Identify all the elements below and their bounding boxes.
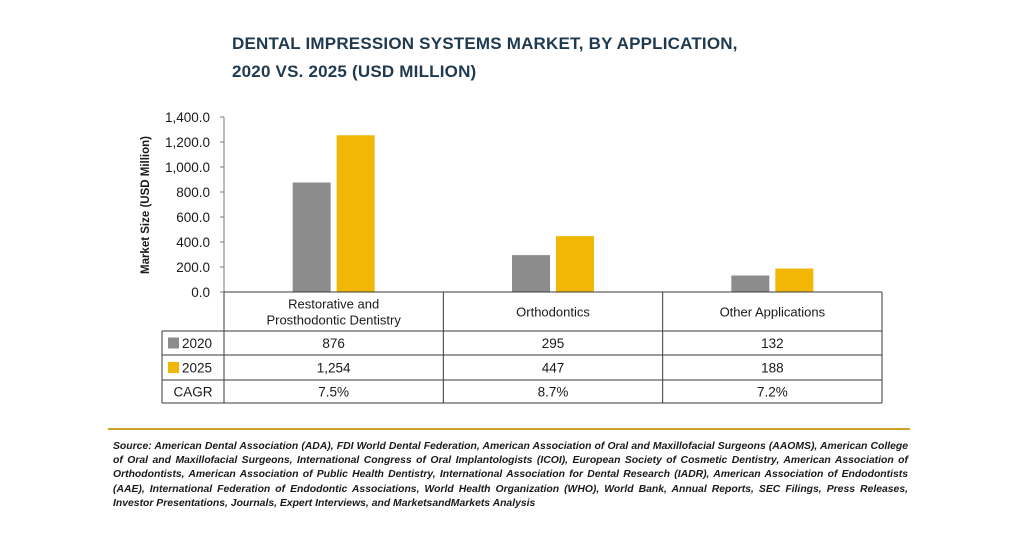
y-tick-label: 800.0: [176, 185, 210, 200]
legend-label-2025: 2025: [182, 361, 212, 376]
y-axis-title: Market Size (USD Million): [140, 136, 152, 274]
y-tick-label: 1,200.0: [165, 135, 210, 150]
cagr-label: CAGR: [173, 385, 212, 400]
bar-2020: [731, 275, 770, 292]
bar-2025: [556, 236, 594, 292]
chart-title-line-1: DENTAL IMPRESSION SYSTEMS MARKET, BY APP…: [232, 34, 738, 53]
y-tick-label: 1,000.0: [165, 160, 210, 175]
data-value-2025: 1,254: [317, 361, 351, 376]
data-value-2020: 132: [761, 336, 784, 351]
chart-title: DENTAL IMPRESSION SYSTEMS MARKET, BY APP…: [232, 30, 738, 86]
chart: 0.0 200.0 400.0 600.0 800.0 1,000.0 1,200.0 1,4…: [140, 110, 883, 404]
legend-label-2020: 2020: [182, 336, 212, 351]
data-value-2025: 447: [542, 361, 565, 376]
source-note: Source: American Dental Association (ADA…: [113, 441, 908, 509]
cagr-value: 7.2%: [757, 385, 788, 400]
y-tick-label: 400.0: [176, 235, 210, 250]
data-value-2025: 188: [761, 361, 784, 376]
category-label: Orthodontics: [516, 305, 590, 320]
cagr-value: 8.7%: [538, 385, 569, 400]
bar-2020: [512, 255, 550, 292]
bar-2025: [775, 268, 814, 292]
bar-2025: [336, 135, 375, 292]
chart-title-line-2: 2020 VS. 2025 (USD MILLION): [232, 62, 477, 81]
legend-swatch-2025: [168, 362, 179, 373]
y-tick-label: 0.0: [191, 285, 210, 300]
y-tick-label: 1,400.0: [165, 110, 210, 125]
category-label: Restorative and: [288, 297, 379, 312]
data-value-2020: 295: [542, 336, 565, 351]
data-value-2020: 876: [322, 336, 345, 351]
legend-swatch-2020: [168, 337, 179, 349]
divider-rule: [108, 428, 910, 430]
y-tick-label: 200.0: [176, 260, 210, 275]
category-label: Prosthodontic Dentistry: [266, 313, 401, 328]
category-label: Other Applications: [720, 305, 826, 320]
y-tick-label: 600.0: [176, 210, 210, 225]
cagr-value: 7.5%: [318, 385, 349, 400]
bar-2020: [292, 182, 331, 292]
